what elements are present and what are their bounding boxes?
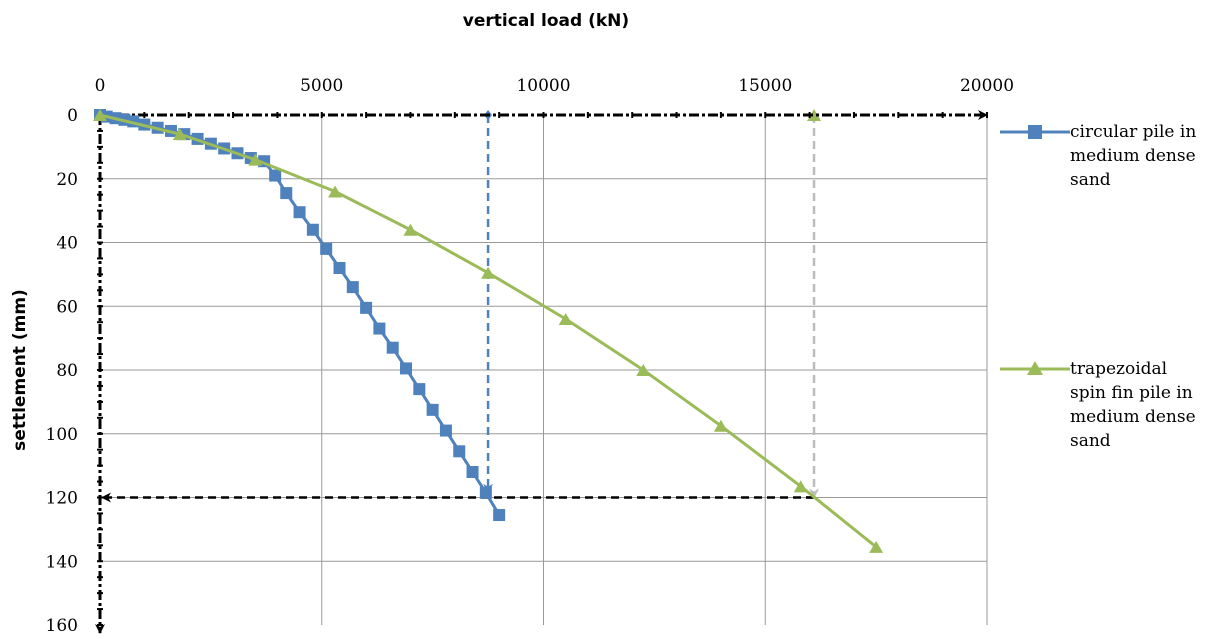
y-tick-label: 20 — [56, 170, 78, 190]
data-point-triangle — [481, 266, 496, 279]
legend-item-circular: circular pile in medium dense sand — [1000, 120, 1198, 192]
x-tick-label: 0 — [95, 76, 106, 96]
data-point-square — [360, 301, 373, 314]
data-point-square — [373, 322, 386, 335]
legend-item-trapezoidal: trapezoidal spin fin pile in medium dens… — [1000, 357, 1198, 453]
axes — [95, 110, 988, 634]
x-tick-label: 15000 — [738, 76, 792, 96]
data-point-square — [426, 403, 439, 416]
data-point-triangle — [328, 185, 343, 198]
data-point-triangle — [793, 480, 808, 493]
y-tick-label: 120 — [46, 489, 78, 509]
data-point-square — [466, 466, 479, 478]
y-tick-label: 80 — [56, 361, 78, 381]
data-point-triangle — [713, 419, 728, 432]
data-point-triangle — [248, 153, 263, 166]
data-point-triangle — [93, 109, 107, 121]
data-point-square — [439, 424, 452, 437]
tick-labels: 0 5000 10000 15000 20000 0 20 40 60 80 100 120 140 16… — [46, 76, 1015, 636]
series-layer — [93, 109, 884, 553]
legend-swatch-circular — [1000, 120, 1070, 144]
legend-label-trapezoidal: trapezoidal spin fin pile in medium dens… — [1070, 359, 1196, 451]
series-line-0 — [99, 113, 501, 516]
data-point-square — [306, 223, 319, 236]
data-point-triangle — [869, 540, 884, 553]
data-point-square — [280, 187, 293, 200]
y-tick-label: 40 — [56, 234, 78, 254]
legend-label-circular: circular pile in medium dense sand — [1070, 122, 1197, 190]
data-point-square — [346, 281, 359, 294]
data-point-square — [453, 445, 466, 458]
annotations — [101, 109, 822, 503]
data-point-square — [400, 362, 413, 375]
data-point-square — [479, 486, 492, 499]
x-tick-label: 10000 — [516, 76, 570, 96]
x-tick-label: 20000 — [960, 76, 1014, 96]
y-tick-label: 140 — [46, 552, 78, 572]
data-point-square — [386, 341, 399, 354]
y-axis-title: settlement (mm) — [10, 289, 30, 451]
data-point-square — [413, 383, 426, 396]
grid — [100, 115, 988, 625]
x-axis-title: vertical load (kN) — [463, 11, 629, 31]
y-tick-label: 100 — [46, 425, 78, 445]
data-point-square — [293, 206, 306, 219]
data-point-square — [269, 169, 282, 182]
legend-swatch-trapezoidal — [1000, 357, 1070, 381]
y-tick-label: 160 — [46, 616, 78, 636]
data-point-square — [333, 262, 346, 274]
y-tick-label: 0 — [67, 106, 78, 126]
data-point-triangle — [558, 313, 573, 325]
data-point-triangle — [636, 364, 651, 376]
data-point-square — [320, 242, 333, 255]
data-point-triangle — [403, 223, 418, 236]
x-tick-label: 5000 — [300, 76, 343, 96]
y-tick-label: 60 — [56, 297, 78, 317]
data-point-square — [493, 509, 506, 522]
data-point-triangle — [172, 128, 187, 141]
